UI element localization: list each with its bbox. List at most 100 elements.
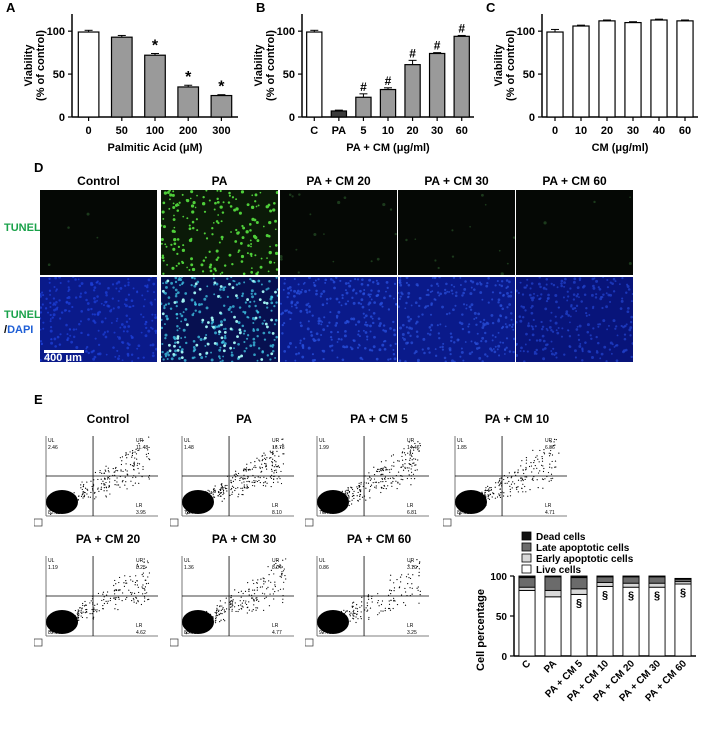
fc-event-dot [96,611,98,613]
nucleus-dot [105,353,108,356]
nucleus-dot [241,324,245,328]
nucleus-dot [125,314,128,318]
fc-event-dot [131,454,133,457]
fc-event-dot [81,481,83,483]
x-tick-label: C [310,125,318,137]
nucleus-dot [370,289,373,292]
micro-background [40,190,157,275]
d-title-pa-cm20: PA + CM 20 [306,174,371,188]
nucleus-dot [530,296,533,300]
nucleus-dot [446,290,449,293]
fc-event-dot [344,621,346,623]
apoptotic-dot [201,318,205,322]
fc-event-dot [125,463,127,465]
fc-event-dot [481,491,483,493]
nucleus-dot [122,330,125,333]
nucleus-dot [366,338,369,341]
fc-event-dot [91,613,93,615]
fc-lr-value: 4.77 [272,630,282,636]
nucleus-dot [493,350,497,354]
nucleus-dot [571,307,575,311]
fc-event-dot [231,485,234,487]
fc-event-dot [65,619,67,621]
nucleus-dot [65,301,68,304]
fc-event-dot [197,503,199,505]
fc-event-dot [219,605,221,607]
fc-event-dot [235,610,237,613]
fc-event-dot [363,495,366,497]
nucleus-dot [184,292,188,295]
fc-event-dot [83,494,86,496]
fc-event-dot [248,588,250,590]
fc-event-dot [202,621,204,623]
cell-dot [543,221,547,225]
fc-event-dot [281,574,283,576]
fc-event-dot [115,469,117,472]
fc-event-dot [360,481,362,484]
nucleus-dot [241,292,245,295]
nucleus-dot [381,305,384,308]
nucleus-dot [595,335,598,339]
nucleus-dot [230,311,233,313]
nucleus-dot [190,283,193,287]
nucleus-dot [344,289,347,292]
fc-event-dot [274,455,276,457]
cell-dot [214,201,217,205]
fc-event-dot [501,477,503,479]
fc-event-dot [327,502,329,504]
fc-event-dot [220,483,222,486]
fc-event-dot [275,567,277,569]
nucleus-dot [114,355,117,358]
fc-event-dot [280,470,282,473]
nucleus-dot [544,347,547,350]
fc-event-dot [278,476,280,478]
fc-event-dot [200,498,202,500]
fc-event-dot [388,469,390,471]
nucleus-dot [190,276,194,279]
nucleus-dot [522,350,525,353]
fc-event-dot [50,629,52,631]
fc-event-dot [413,478,416,480]
x-tick-label: 10 [575,125,587,137]
nucleus-dot [614,327,617,330]
nucleus-dot [281,323,284,327]
fc-event-dot [369,476,371,479]
apoptotic-dot [233,341,236,345]
nucleus-dot [514,289,518,293]
fc-event-dot [209,492,211,494]
fc-event-dot [206,613,208,616]
fc-event-dot [265,458,267,461]
fc-event-dot [387,594,390,596]
nucleus-dot [538,338,542,342]
fc-event-dot [414,469,416,472]
nucleus-dot [166,351,169,354]
nucleus-dot [115,282,119,285]
fc-event-dot [112,467,114,470]
cell-dot [212,273,215,276]
nucleus-dot [602,293,605,296]
nucleus-dot [47,311,49,314]
nucleus-dot [506,306,509,309]
fc-event-dot [419,561,421,563]
fc-event-dot [185,624,188,627]
nucleus-dot [210,358,214,362]
panel-letter-d: D [34,160,44,175]
fc-event-dot [494,486,496,488]
nucleus-dot [103,331,107,334]
fc-event-dot [411,583,413,585]
cell-dot [249,239,252,242]
cell-dot [182,244,185,247]
fc-event-dot [258,459,260,461]
nucleus-dot [481,326,485,330]
fc-ur-name: UR [407,558,415,564]
apoptotic-dot [166,279,170,283]
nucleus-dot [485,321,489,324]
legend-label: Dead cells [536,532,586,543]
nucleus-dot [52,313,56,317]
nucleus-dot [442,342,445,345]
nucleus-dot [608,324,610,327]
fc-event-dot [464,503,467,505]
fc-event-dot [193,501,195,503]
nucleus-dot [197,335,201,339]
